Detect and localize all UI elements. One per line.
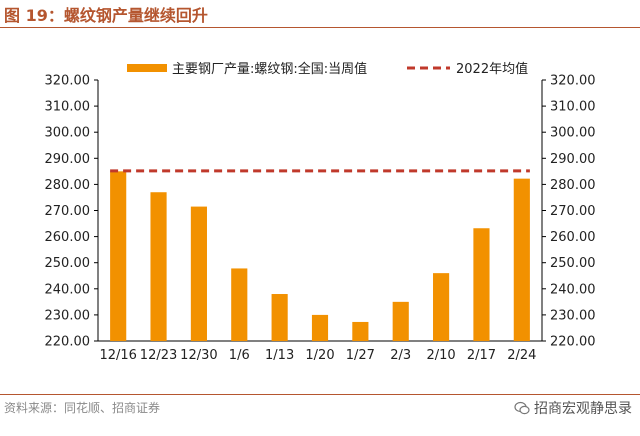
- y-tick-label-left: 300.00: [45, 126, 91, 141]
- legend-bar-swatch: [127, 64, 167, 72]
- bar: [190, 206, 207, 341]
- y-tick-label-left: 220.00: [45, 335, 91, 350]
- title-divider: [0, 27, 640, 28]
- y-tick-label-right: 280.00: [550, 178, 596, 193]
- brand-label: 招商宏观静思录: [514, 398, 632, 418]
- bar: [392, 301, 409, 341]
- bar: [473, 228, 490, 341]
- x-tick-label: 2/3: [390, 348, 411, 363]
- bar: [352, 321, 369, 341]
- y-tick-label-left: 270.00: [45, 204, 91, 219]
- y-tick-label-left: 230.00: [45, 308, 91, 323]
- source-note: 资料来源：同花顺、招商证券: [4, 401, 161, 415]
- wechat-icon: [514, 401, 530, 415]
- y-tick-label-left: 320.00: [45, 74, 91, 89]
- y-tick-label-right: 240.00: [550, 282, 596, 297]
- x-tick-label: 1/13: [265, 348, 294, 363]
- figure-title: 图 19：螺纹钢产量继续回升: [4, 6, 208, 25]
- y-tick-label-right: 270.00: [550, 204, 596, 219]
- y-tick-label-right: 320.00: [550, 74, 596, 89]
- x-tick-label: 2/10: [426, 348, 455, 363]
- bar: [231, 268, 248, 341]
- legend-avg-label: 2022年均值: [456, 61, 528, 77]
- bar-series: [110, 171, 530, 341]
- bar: [271, 294, 288, 341]
- y-tick-label-left: 310.00: [45, 100, 91, 115]
- y-tick-label-right: 220.00: [550, 335, 596, 350]
- y-tick-label-right: 310.00: [550, 100, 596, 115]
- x-tick-label: 1/27: [346, 348, 375, 363]
- x-axis-labels: 12/16 12/23 12/30 1/6 1/13 1/20 1/27 2/3 2/10 2/1…: [99, 348, 536, 363]
- x-tick-label: 12/30: [180, 348, 217, 363]
- y-tick-label-left: 240.00: [45, 282, 91, 297]
- bar: [110, 171, 127, 341]
- y-tick-label-left: 250.00: [45, 256, 91, 271]
- y-tick-label-right: 260.00: [550, 230, 596, 245]
- y-tick-label-left: 260.00: [45, 230, 91, 245]
- brand-name: 招商宏观静思录: [534, 401, 632, 417]
- y-tick-label-right: 290.00: [550, 152, 596, 167]
- chart-legend: 主要钢厂产量:螺纹钢:全国:当周值 2022年均值: [127, 61, 528, 77]
- bar: [150, 192, 167, 341]
- bar: [513, 178, 530, 341]
- footer-divider: [0, 394, 640, 395]
- bar-chart: 主要钢厂产量:螺纹钢:全国:当周值 2022年均值 220.00 220.00 23…: [45, 61, 596, 363]
- bar: [433, 273, 450, 341]
- y-tick-label-right: 250.00: [550, 256, 596, 271]
- y-tick-label-left: 280.00: [45, 178, 91, 193]
- x-tick-label: 1/20: [305, 348, 334, 363]
- x-tick-label: 12/23: [140, 348, 177, 363]
- x-tick-label: 2/17: [467, 348, 496, 363]
- x-tick-label: 12/16: [99, 348, 136, 363]
- chart-axes: 220.00 220.00 230.00 230.00 240.00 240.00 250.…: [45, 74, 596, 350]
- y-tick-label-right: 230.00: [550, 308, 596, 323]
- x-tick-label: 2/24: [507, 348, 536, 363]
- x-tick-label: 1/6: [229, 348, 250, 363]
- bar: [311, 314, 329, 341]
- legend-bar-label: 主要钢厂产量:螺纹钢:全国:当周值: [172, 61, 367, 77]
- y-tick-label-left: 290.00: [45, 152, 91, 167]
- y-tick-label-right: 300.00: [550, 126, 596, 141]
